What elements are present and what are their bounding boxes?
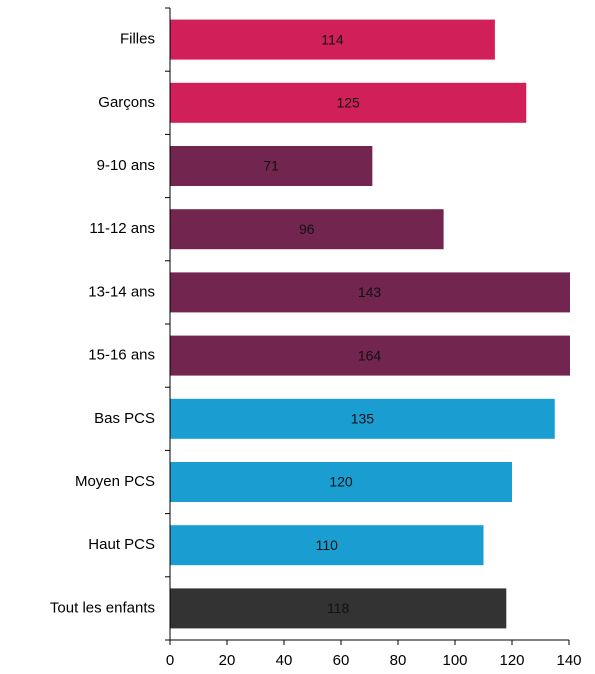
- data-label: 110: [316, 537, 339, 553]
- bar: [170, 82, 527, 123]
- bar: [170, 209, 444, 250]
- y-tick-label: Tout les enfants: [50, 599, 155, 616]
- y-tick-label: Bas PCS: [94, 410, 155, 427]
- y-tick-label: Filles: [120, 31, 155, 48]
- bar: [170, 335, 570, 376]
- data-label: 143: [358, 284, 382, 300]
- data-label: 118: [327, 600, 350, 616]
- x-tick-label: 60: [333, 652, 350, 669]
- bar: [170, 146, 373, 186]
- data-label: 125: [336, 95, 360, 111]
- plot-area: [170, 19, 570, 629]
- y-tick-label: 11-12 ans: [89, 220, 155, 237]
- data-label: 135: [351, 411, 375, 427]
- bar: [170, 398, 555, 439]
- y-tick-label: 15-16 ans: [88, 347, 155, 364]
- data-label: 120: [329, 474, 353, 490]
- y-tick-label: Haut PCS: [88, 536, 155, 553]
- y-tick-label: Garçons: [98, 94, 155, 111]
- y-tick-label: Moyen PCS: [75, 473, 155, 490]
- data-label: 71: [263, 158, 279, 174]
- bar: [170, 525, 484, 566]
- x-tick-label: 80: [390, 652, 407, 669]
- data-label: 114: [321, 31, 344, 47]
- x-tick-label: 0: [166, 652, 174, 669]
- x-tick-label: 140: [556, 652, 581, 669]
- data-label: 96: [299, 221, 315, 237]
- x-tick-label: 100: [442, 652, 467, 669]
- data-label: 164: [358, 347, 382, 363]
- x-tick-label: 120: [499, 652, 524, 669]
- bar: [170, 462, 512, 502]
- bar: [170, 19, 495, 60]
- x-tick-label: 20: [219, 652, 236, 669]
- x-tick-label: 40: [276, 652, 293, 669]
- bar: [170, 588, 507, 629]
- y-tick-label: 13-14 ans: [88, 283, 155, 300]
- bar: [170, 272, 570, 313]
- y-tick-label: 9-10 ans: [97, 157, 155, 174]
